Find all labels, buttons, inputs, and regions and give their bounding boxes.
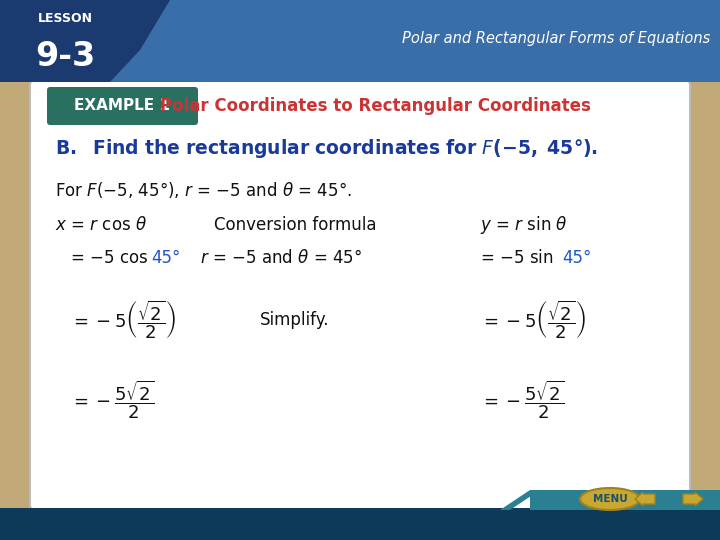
- Text: Polar Coordinates to Rectangular Coordinates: Polar Coordinates to Rectangular Coordin…: [160, 97, 590, 115]
- Text: 45°: 45°: [151, 249, 181, 267]
- Text: For $\it{F}$($-$5, 45°), $\it{r}$ = $-$5 and $\theta$ = 45°.: For $\it{F}$($-$5, 45°), $\it{r}$ = $-$5…: [55, 180, 352, 200]
- Text: $= -\dfrac{5\sqrt{2}}{2}$: $= -\dfrac{5\sqrt{2}}{2}$: [480, 379, 564, 421]
- FancyBboxPatch shape: [47, 87, 198, 125]
- Bar: [0, 0, 720, 82]
- Text: Simplify.: Simplify.: [260, 311, 330, 329]
- Text: Polar and Rectangular Forms of Equations: Polar and Rectangular Forms of Equations: [402, 30, 710, 45]
- Text: MENU: MENU: [593, 494, 627, 504]
- FancyArrow shape: [635, 492, 655, 506]
- Text: = $-$5 sin: = $-$5 sin: [480, 249, 555, 267]
- Polygon shape: [500, 490, 540, 510]
- Text: $\it{y}$ = $\it{r}$ sin $\it{\theta}$: $\it{y}$ = $\it{r}$ sin $\it{\theta}$: [480, 214, 568, 236]
- FancyBboxPatch shape: [30, 80, 690, 510]
- Text: LESSON: LESSON: [37, 11, 92, 24]
- Polygon shape: [0, 0, 170, 82]
- Bar: [530, 490, 720, 510]
- Text: 9-3: 9-3: [35, 39, 95, 72]
- Text: $= -5\left(\dfrac{\sqrt{2}}{2}\right)$: $= -5\left(\dfrac{\sqrt{2}}{2}\right)$: [480, 299, 586, 341]
- Text: $= -5\left(\dfrac{\sqrt{2}}{2}\right)$: $= -5\left(\dfrac{\sqrt{2}}{2}\right)$: [70, 299, 176, 341]
- FancyArrow shape: [683, 492, 703, 506]
- Text: $\it{x}$ = $\it{r}$ cos $\it{\theta}$: $\it{x}$ = $\it{r}$ cos $\it{\theta}$: [55, 216, 147, 234]
- Text: $\it{r}$ = $-$5 and $\it{\theta}$ = 45°: $\it{r}$ = $-$5 and $\it{\theta}$ = 45°: [200, 249, 362, 267]
- Bar: [0, 508, 720, 540]
- Text: $= -\dfrac{5\sqrt{2}}{2}$: $= -\dfrac{5\sqrt{2}}{2}$: [70, 379, 154, 421]
- Text: $\mathbf{B.\ \ Find\ the\ rectangular\ coordinates\ for\ }$$\mathbf{\it{F}}$$\ma: $\mathbf{B.\ \ Find\ the\ rectangular\ c…: [55, 137, 598, 159]
- Text: 45°: 45°: [562, 249, 591, 267]
- Text: Conversion formula: Conversion formula: [214, 216, 377, 234]
- Polygon shape: [530, 490, 720, 510]
- Text: EXAMPLE 1: EXAMPLE 1: [74, 98, 170, 113]
- Ellipse shape: [580, 488, 640, 510]
- Text: = $-$5 cos: = $-$5 cos: [70, 249, 149, 267]
